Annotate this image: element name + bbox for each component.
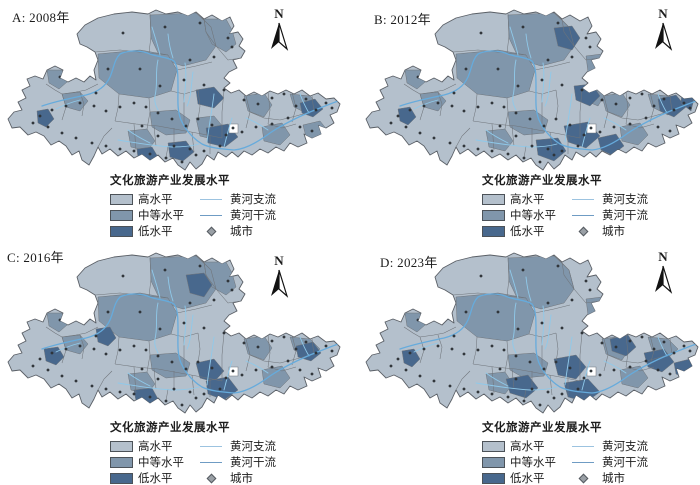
- low-level-label: 低水平: [510, 473, 545, 485]
- high-level-swatch: [482, 193, 505, 205]
- legend-row: 高水平 黄河支流: [110, 438, 310, 454]
- legend-row: 低水平 城市: [482, 223, 682, 239]
- high-level-label: 高水平: [138, 441, 173, 453]
- mainstem-line-icon: [570, 461, 596, 463]
- legend: 文化旅游产业发展水平 高水平 黄河支流 中等水平 黄河干流 低水平 城市: [110, 172, 310, 239]
- city-label: 城市: [230, 473, 253, 485]
- mainstem-line-icon: [198, 214, 224, 216]
- tributary-line-icon: [570, 198, 596, 200]
- legend-title: 文化旅游产业发展水平: [110, 175, 230, 187]
- north-arrow-icon: [655, 265, 673, 294]
- city-diamond-icon: [570, 473, 596, 483]
- legend-title: 文化旅游产业发展水平: [110, 422, 230, 434]
- legend: 文化旅游产业发展水平 高水平 黄河支流 中等水平 黄河干流 低水平 城市: [482, 172, 682, 239]
- low-level-label: 低水平: [138, 473, 173, 485]
- legend: 文化旅游产业发展水平 高水平 黄河支流 中等水平 黄河干流 低水平 城市: [110, 419, 310, 485]
- medium-level-label: 中等水平: [138, 210, 184, 222]
- legend-row: 高水平 黄河支流: [482, 191, 682, 207]
- north-arrow: N: [648, 6, 678, 51]
- legend-row: 中等水平 黄河干流: [482, 207, 682, 223]
- high-level-label: 高水平: [510, 441, 545, 453]
- low-level-swatch: [110, 472, 133, 484]
- legend-row: 中等水平 黄河干流: [482, 454, 682, 470]
- low-level-label: 低水平: [510, 226, 545, 238]
- north-arrow-icon: [655, 22, 673, 51]
- high-level-label: 高水平: [138, 194, 173, 206]
- medium-level-swatch: [482, 456, 505, 468]
- north-label: N: [274, 6, 284, 21]
- legend-row: 高水平 黄河支流: [110, 191, 310, 207]
- panel-title: D: 2023年: [380, 255, 438, 270]
- medium-level-label: 中等水平: [510, 457, 556, 469]
- north-label: N: [658, 249, 668, 264]
- mainstem-label: 黄河干流: [602, 457, 648, 469]
- legend-row: 低水平 城市: [110, 470, 310, 485]
- panel-title: B: 2012年: [374, 12, 431, 27]
- city-diamond-icon: [198, 226, 224, 236]
- low-level-swatch: [110, 225, 133, 237]
- low-level-label: 低水平: [138, 226, 173, 238]
- low-level-swatch: [482, 472, 505, 484]
- city-diamond-icon: [198, 473, 224, 483]
- north-arrow: N: [264, 6, 294, 51]
- legend-row: 中等水平 黄河干流: [110, 454, 310, 470]
- low-level-swatch: [482, 225, 505, 237]
- panel-title: A: 2008年: [12, 10, 70, 25]
- high-level-swatch: [110, 193, 133, 205]
- mainstem-label: 黄河干流: [230, 457, 276, 469]
- mainstem-label: 黄河干流: [602, 210, 648, 222]
- city-label: 城市: [602, 473, 625, 485]
- north-label: N: [274, 253, 284, 268]
- tributary-label: 黄河支流: [602, 441, 648, 453]
- panel-2012: B: 2012年 N 文化旅游产业发展水平 高水平 黄河支流 中等水平 黄河干流: [350, 0, 700, 243]
- panel-2008: A: 2008年 N 文化旅游产业发展水平 高水平 黄河支流 中等水平 黄河干流: [0, 0, 350, 243]
- north-arrow-icon: [271, 22, 289, 51]
- panel-title: C: 2016年: [7, 250, 64, 265]
- panel-2016: C: 2016年 N 文化旅游产业发展水平 高水平 黄河支流 中等水平 黄河干流: [0, 243, 350, 485]
- basin-map-2008: [7, 9, 341, 171]
- medium-level-swatch: [110, 456, 133, 468]
- high-level-swatch: [482, 440, 505, 452]
- tributary-label: 黄河支流: [230, 194, 276, 206]
- tributary-line-icon: [570, 445, 596, 447]
- medium-level-label: 中等水平: [138, 457, 184, 469]
- legend-row: 高水平 黄河支流: [482, 438, 682, 454]
- north-label: N: [658, 6, 668, 21]
- medium-level-swatch: [482, 209, 505, 221]
- mainstem-line-icon: [198, 461, 224, 463]
- city-label: 城市: [602, 226, 625, 238]
- city-label: 城市: [230, 226, 253, 238]
- panel-2023: D: 2023年 N 文化旅游产业发展水平 高水平 黄河支流 中等水平 黄河干流: [350, 243, 700, 485]
- legend-title: 文化旅游产业发展水平: [482, 175, 602, 187]
- mainstem-label: 黄河干流: [230, 210, 276, 222]
- legend-row: 中等水平 黄河干流: [110, 207, 310, 223]
- basin-map-2023: [365, 252, 699, 414]
- medium-level-swatch: [110, 209, 133, 221]
- legend-row: 低水平 城市: [482, 470, 682, 485]
- legend-title: 文化旅游产业发展水平: [482, 422, 602, 434]
- tributary-line-icon: [198, 198, 224, 200]
- tributary-label: 黄河支流: [602, 194, 648, 206]
- tributary-line-icon: [198, 445, 224, 447]
- tributary-label: 黄河支流: [230, 441, 276, 453]
- basin-map-2016: [7, 252, 341, 414]
- medium-level-label: 中等水平: [510, 210, 556, 222]
- north-arrow-icon: [271, 269, 289, 298]
- high-level-swatch: [110, 440, 133, 452]
- legend-row: 低水平 城市: [110, 223, 310, 239]
- city-diamond-icon: [570, 226, 596, 236]
- high-level-label: 高水平: [510, 194, 545, 206]
- north-arrow: N: [648, 249, 678, 294]
- legend: 文化旅游产业发展水平 高水平 黄河支流 中等水平 黄河干流 低水平 城市: [482, 419, 682, 485]
- north-arrow: N: [264, 253, 294, 298]
- mainstem-line-icon: [570, 214, 596, 216]
- basin-map-2012: [365, 9, 699, 171]
